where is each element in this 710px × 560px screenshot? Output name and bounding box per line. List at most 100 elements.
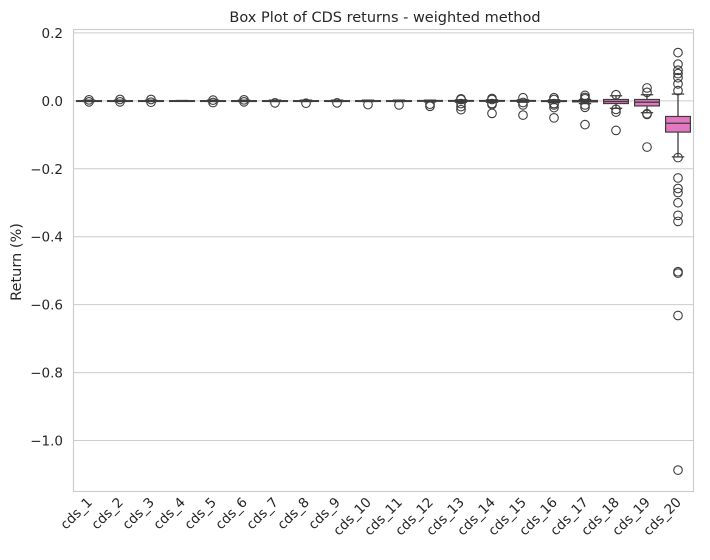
y-axis-label: Return (%) [9, 223, 25, 301]
outlier-point [673, 210, 683, 221]
outlier-point [611, 89, 621, 100]
outlier-point [518, 92, 528, 103]
outlier-point [673, 465, 683, 475]
outlier-point [642, 109, 652, 120]
outlier-point [673, 72, 683, 83]
x-tick-labels: cds_1cds_2cds_3cds_4cds_5cds_6cds_7cds_8… [57, 495, 684, 540]
outlier-point [642, 83, 652, 93]
outlier-point [456, 93, 466, 104]
box-cds_4 [169, 99, 196, 103]
x-tick-label: cds_3 [119, 495, 157, 533]
outlier-point [270, 98, 280, 108]
outlier-point [487, 93, 497, 104]
x-tick-label: cds_2 [88, 495, 126, 533]
outlier-point [363, 99, 373, 110]
outlier-point [580, 102, 590, 113]
outlier-point [146, 94, 156, 105]
outlier-point [518, 100, 528, 110]
outlier-point [580, 90, 590, 101]
box-cds_6 [231, 94, 258, 107]
y-tick-label: −1.0 [30, 434, 63, 450]
y-tick-label: 0.0 [42, 94, 63, 110]
box-cds_9 [324, 98, 351, 108]
box-cds_18 [602, 89, 629, 136]
plot-frame [72, 28, 695, 493]
x-tick-label: cds_1 [57, 495, 95, 533]
box-cds_17 [571, 90, 598, 130]
outlier-point [673, 216, 683, 227]
outlier-point [208, 97, 218, 108]
outlier-point [673, 68, 683, 79]
outlier-point [642, 142, 652, 152]
box-cds_3 [138, 94, 165, 108]
box-cds_16 [540, 92, 567, 123]
outlier-point [549, 100, 559, 110]
box-layer [75, 47, 691, 475]
y-tick-label: −0.6 [30, 298, 63, 314]
x-tick-label: cds_7 [243, 495, 281, 533]
box-cds_7 [262, 98, 289, 108]
outlier-point [301, 98, 311, 109]
box-cds_2 [106, 94, 133, 107]
outlier-point [673, 79, 683, 89]
box-cds_10 [355, 99, 382, 110]
x-tick-label: cds_6 [212, 495, 250, 533]
box-cds_11 [386, 99, 413, 110]
box-cds_12 [417, 99, 444, 112]
outlier-point [208, 95, 218, 106]
outlier-point [456, 101, 466, 112]
outlier-point [518, 97, 528, 108]
y-tick-label: −0.8 [30, 366, 63, 382]
outlier-point [673, 59, 683, 70]
outlier-point [146, 97, 156, 108]
grid-lines [73, 32, 694, 442]
outlier-point [239, 97, 249, 107]
box-cds_15 [510, 92, 537, 120]
box-cds_8 [293, 98, 320, 109]
outlier-point [456, 98, 466, 109]
outlier-point [673, 310, 683, 321]
outlier-point [115, 97, 125, 107]
outlier-point [425, 101, 435, 112]
box-cds_13 [448, 93, 475, 115]
outlier-point [518, 110, 528, 120]
outlier-point [456, 104, 466, 115]
x-tick-label: cds_5 [181, 495, 219, 533]
box-cds_5 [200, 95, 227, 108]
outlier-point [115, 94, 125, 105]
y-tick-label: 0.2 [42, 26, 63, 42]
y-tick-label: −0.4 [30, 230, 63, 246]
x-tick-label: cds_8 [274, 495, 312, 533]
outlier-point [549, 92, 559, 103]
x-tick-label: cds_4 [150, 495, 188, 533]
box-cds_1 [75, 94, 102, 107]
outlier-point [673, 47, 683, 58]
outlier-point [611, 107, 621, 117]
chart-title: Box Plot of CDS returns - weighted metho… [229, 10, 540, 26]
outlier-point [673, 187, 683, 198]
outlier-point [549, 112, 559, 123]
box-cds_20 [664, 47, 691, 475]
outlier-point [580, 100, 590, 110]
y-tick-label: −0.2 [30, 162, 63, 178]
outlier-point [611, 104, 621, 115]
outlier-point [673, 268, 683, 278]
y-tick-labels: 0.2 0.0 −0.2 −0.4 −0.6 −0.8 −1.0 [30, 26, 63, 450]
box-cds_14 [479, 93, 506, 119]
outlier-point [642, 87, 652, 98]
outlier-point [549, 102, 559, 113]
box-cds_19 [633, 83, 660, 152]
iqr-box [664, 115, 691, 133]
outlier-point [580, 119, 590, 130]
outlier-point [673, 65, 683, 76]
outlier-point [487, 108, 497, 119]
outlier-point [673, 183, 683, 194]
outlier-point [673, 173, 683, 183]
outlier-point [673, 85, 683, 96]
outlier-point [394, 100, 404, 110]
outlier-point [332, 98, 342, 108]
outlier-point [673, 197, 683, 208]
outlier-point [84, 97, 94, 107]
outlier-point [611, 125, 621, 136]
